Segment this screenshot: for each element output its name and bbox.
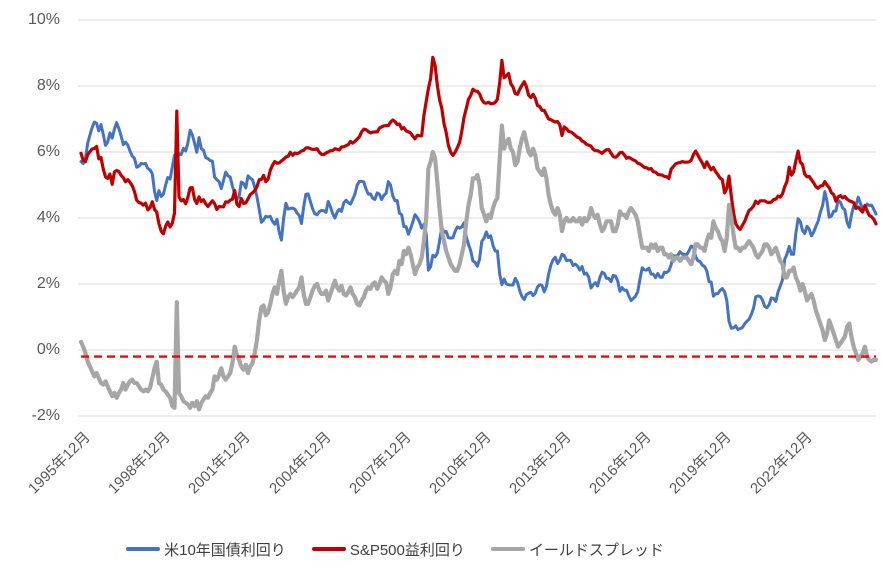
legend-item-sp500-earnings-yield: S&P500益利回り xyxy=(311,539,465,560)
yield-spread-line-swatch xyxy=(490,546,525,552)
y-tick-label-0%: 0% xyxy=(36,341,60,358)
sp500-earnings-yield-line-swatch xyxy=(311,546,346,552)
legend-item-yield-spread: イールドスプレッド xyxy=(490,539,664,560)
y-tick-label-2%: 2% xyxy=(36,275,60,292)
us10y-line-swatch xyxy=(126,546,161,552)
y-tick-label-4%: 4% xyxy=(36,209,60,226)
y-tick-label-8%: 8% xyxy=(36,77,60,94)
legend-label-yield-spread: イールドスプレッド xyxy=(528,541,664,559)
legend-item-us10y: 米10年国債利回り xyxy=(126,539,286,560)
legend-label-sp500-earnings-yield: S&P500益利回り xyxy=(349,541,465,559)
legend: 米10年国債利回り S&P500益利回り イールドスプレッド xyxy=(0,537,882,561)
series-line-sp500-earnings-yield xyxy=(79,55,878,236)
y-tick-label-10%: 10% xyxy=(27,11,60,28)
series-line-us10y xyxy=(79,120,878,331)
y-tick-label-6%: 6% xyxy=(36,143,60,160)
series-line-yield-spread xyxy=(78,123,879,412)
y-tick-label--2%: -2% xyxy=(31,407,60,424)
legend-label-us10y: 米10年国債利回り xyxy=(164,541,286,559)
